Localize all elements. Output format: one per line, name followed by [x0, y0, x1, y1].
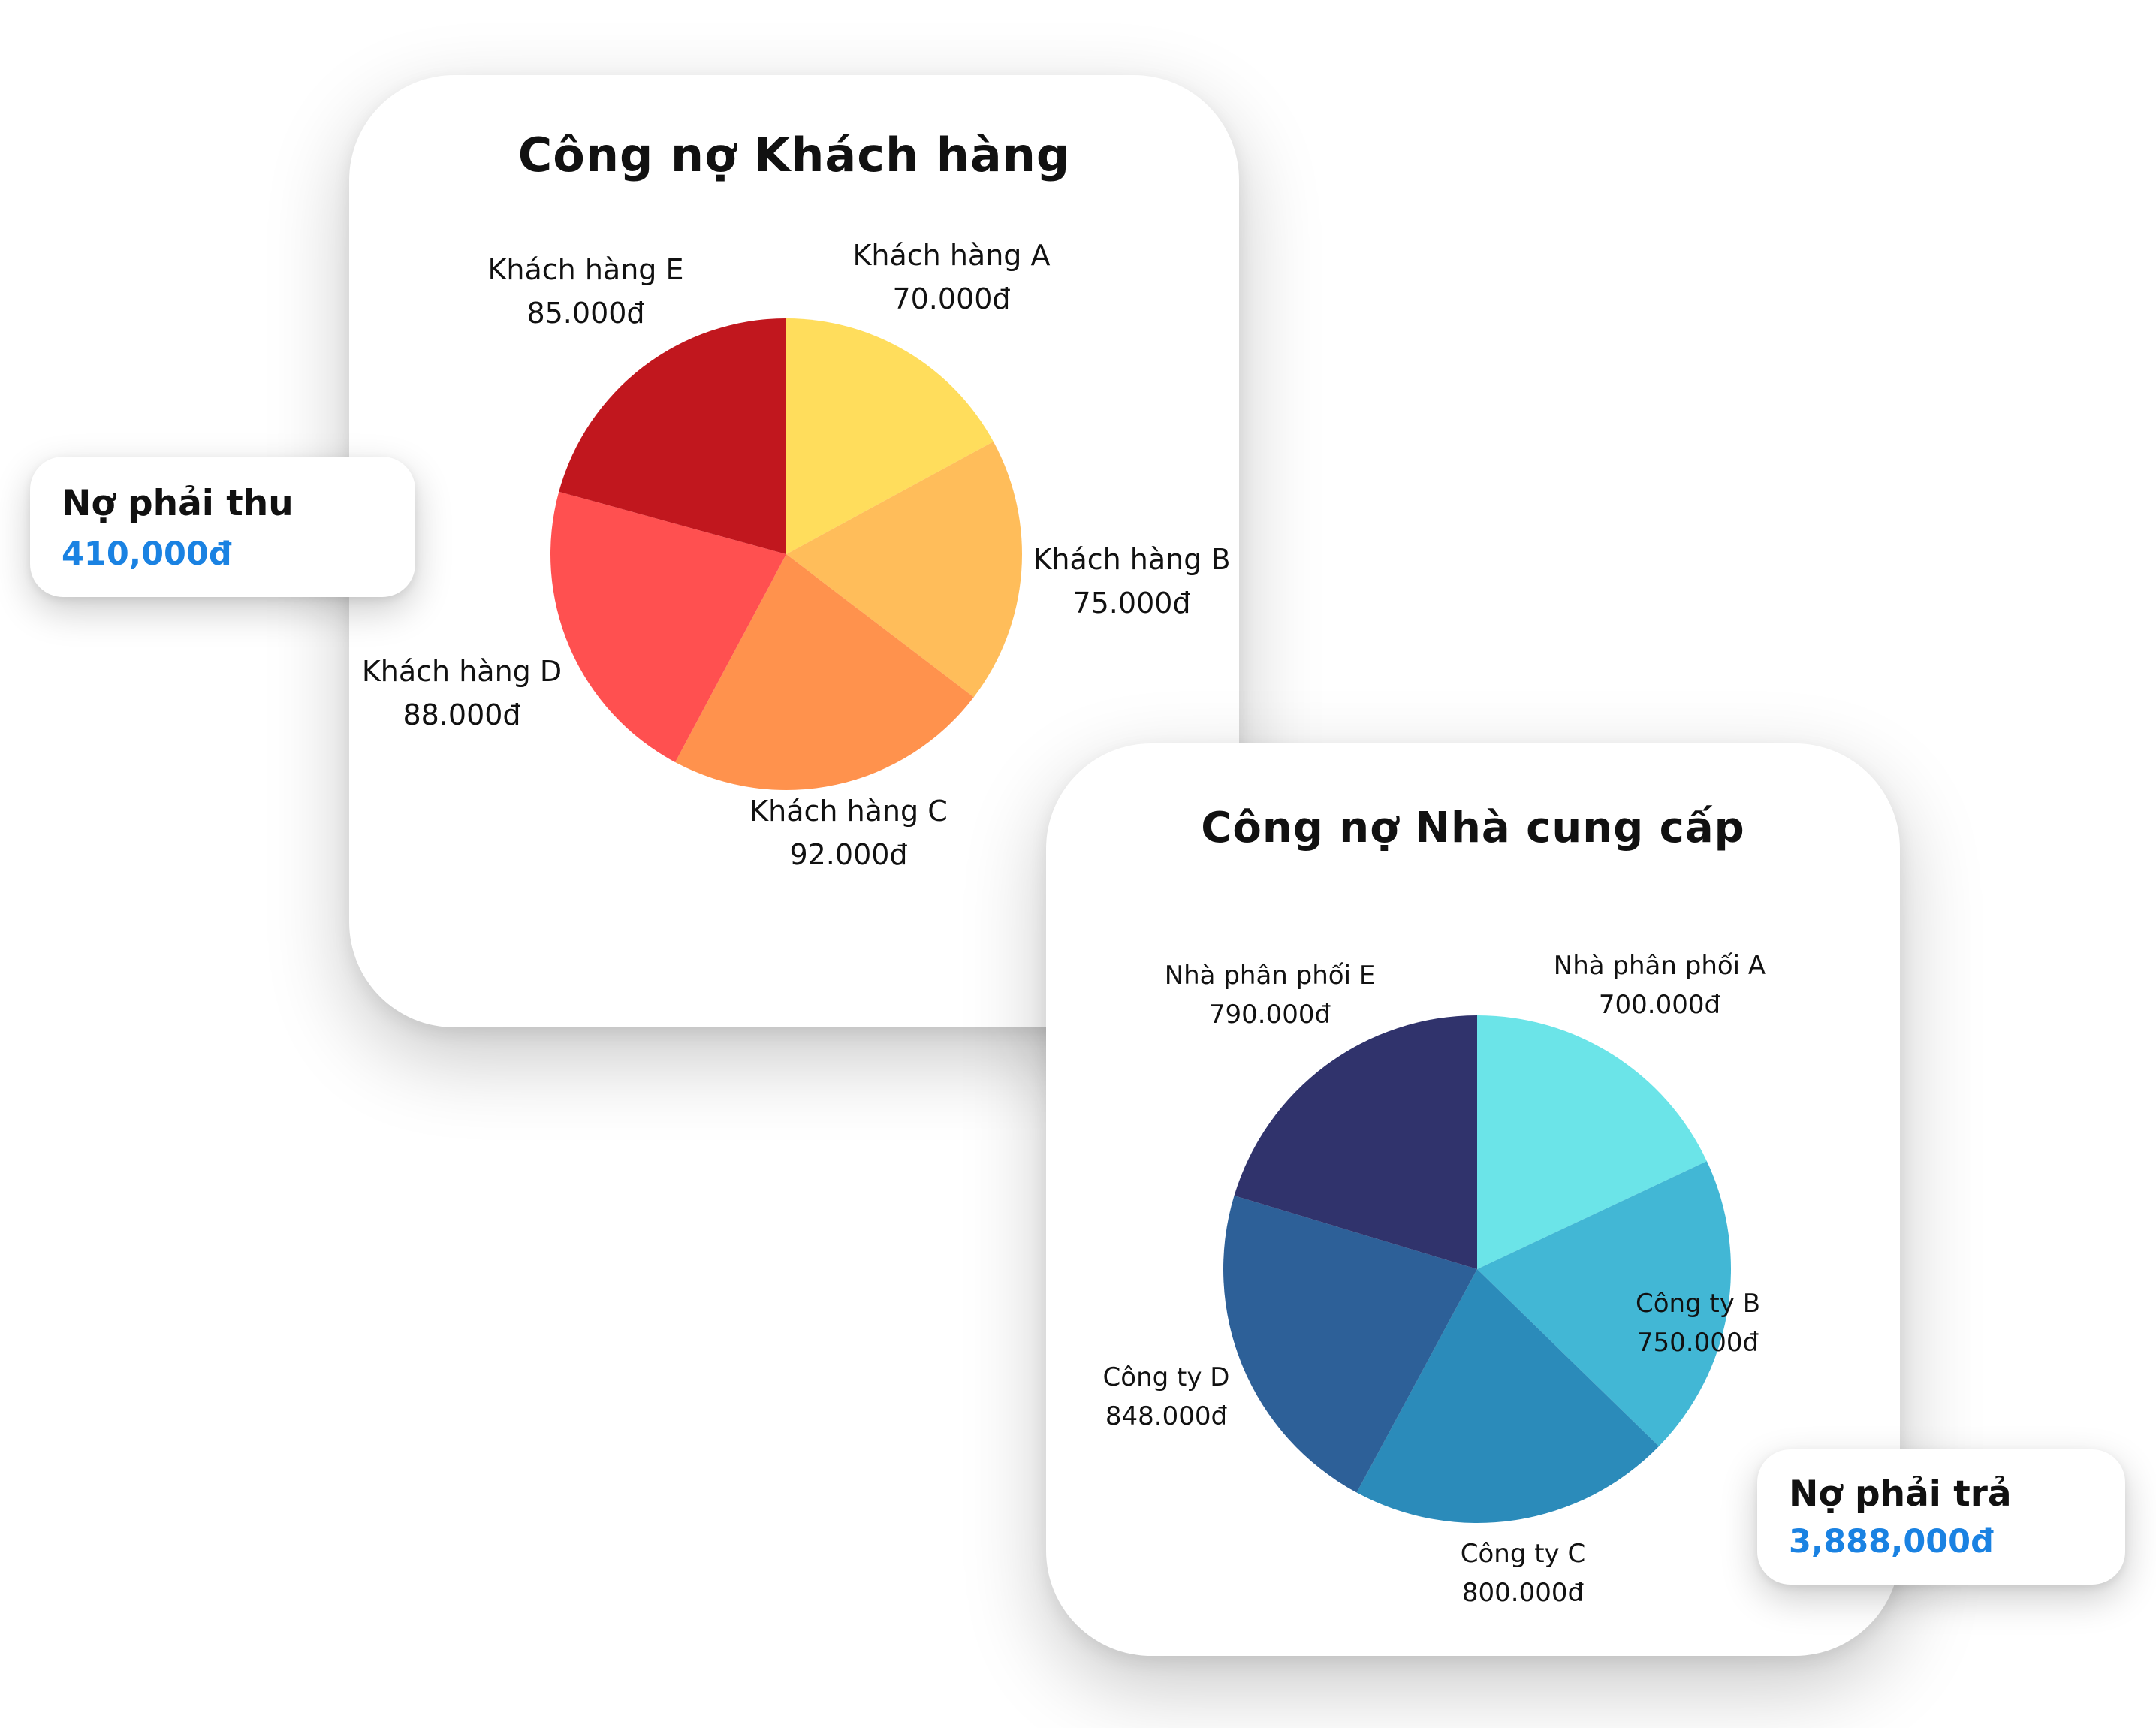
supplier-debt-pie: Nhà phân phối A 700.000đ Công ty B 750.000đ… [1103, 951, 1766, 1608]
customer-slice-label-1: Khách hàng B [1033, 543, 1230, 576]
supplier-slice-value-2: 800.000đ [1462, 1578, 1585, 1608]
receivable-value: 410,000đ [62, 535, 232, 573]
customer-debt-card: Công nợ Khách hàng Khách hàng A 70.000đ Kh… [349, 75, 1239, 1027]
supplier-slice-3 [1223, 1196, 1477, 1493]
customer-slice-1 [786, 441, 1022, 698]
supplier-slice-value-4: 790.000đ [1209, 1000, 1331, 1030]
supplier-slice-1 [1477, 1161, 1731, 1446]
supplier-slice-4 [1234, 1015, 1477, 1269]
receivable-badge: Nợ phải thu 410,000đ [30, 457, 415, 597]
customer-slice-label-4: Khách hàng E [487, 253, 683, 286]
customer-slice-0 [786, 318, 994, 554]
customer-slice-value-1: 75.000đ [1072, 587, 1190, 620]
payable-badge: Nợ phải trả 3,888,000đ [1757, 1449, 2125, 1585]
customer-slice-2 [675, 554, 974, 790]
supplier-slice-2 [1356, 1269, 1660, 1523]
payable-value: 3,888,000đ [1789, 1523, 1994, 1561]
customer-slice-4 [559, 318, 786, 554]
customer-slice-label-3: Khách hàng D [362, 655, 562, 688]
customer-debt-pie: Khách hàng A 70.000đ Khách hàng B 75.000đ Kh… [362, 239, 1231, 871]
supplier-slice-label-3: Công ty D [1103, 1362, 1230, 1392]
supplier-slice-label-1: Công ty B [1636, 1289, 1760, 1319]
customer-debt-title: Công nợ Khách hàng [517, 128, 1071, 182]
customer-slice-value-2: 92.000đ [789, 838, 907, 871]
supplier-slice-value-3: 848.000đ [1105, 1401, 1228, 1431]
payable-title: Nợ phải trả [1789, 1473, 2012, 1515]
customer-slice-value-0: 70.000đ [892, 282, 1010, 315]
supplier-slice-label-4: Nhà phân phối E [1165, 961, 1376, 991]
customer-slice-value-3: 88.000đ [403, 698, 520, 731]
supplier-slice-value-0: 700.000đ [1599, 990, 1721, 1020]
customer-slice-label-0: Khách hàng A [853, 239, 1051, 272]
supplier-debt-title: Công nợ Nhà cung cấp [1201, 804, 1745, 852]
customer-slice-value-4: 85.000đ [526, 297, 644, 330]
supplier-slice-label-2: Công ty C [1461, 1539, 1585, 1569]
supplier-slice-0 [1477, 1015, 1707, 1269]
receivable-title: Nợ phải thu [62, 483, 294, 524]
supplier-slice-label-0: Nhà phân phối A [1554, 951, 1766, 981]
supplier-slice-value-1: 750.000đ [1637, 1328, 1759, 1358]
customer-slice-3 [550, 491, 786, 762]
customer-slice-label-2: Khách hàng C [749, 795, 948, 828]
